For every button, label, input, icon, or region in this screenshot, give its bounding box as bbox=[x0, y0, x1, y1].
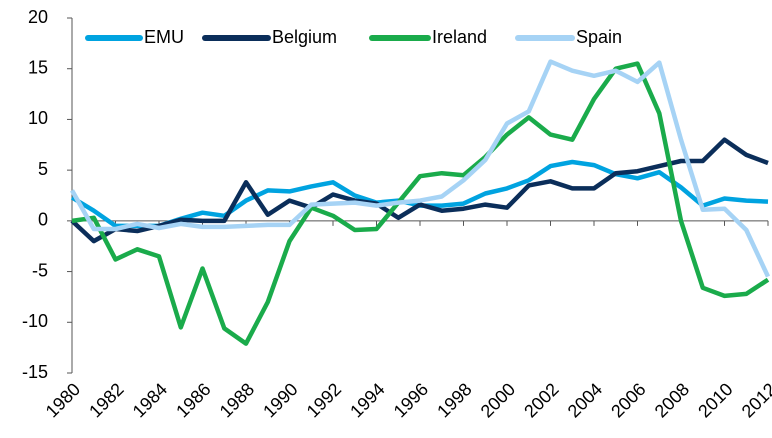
y-tick-label: -10 bbox=[22, 311, 48, 331]
x-tick-label: 1996 bbox=[390, 379, 432, 421]
x-tick-label: 1984 bbox=[129, 379, 171, 421]
legend-label: EMU bbox=[144, 27, 184, 47]
x-tick-label: 1994 bbox=[346, 379, 388, 421]
x-tick-label: 1990 bbox=[259, 379, 301, 421]
legend-label: Belgium bbox=[272, 27, 337, 47]
series-line bbox=[70, 137, 769, 244]
x-tick-label: 2012 bbox=[738, 379, 772, 421]
x-tick-label: 2002 bbox=[520, 379, 562, 421]
series-line bbox=[70, 159, 769, 229]
y-tick-label: 5 bbox=[38, 159, 48, 179]
legend-label: Ireland bbox=[432, 27, 487, 47]
x-tick-label: 1988 bbox=[216, 379, 258, 421]
x-tick-label: 1982 bbox=[85, 379, 127, 421]
y-tick-label: -15 bbox=[22, 362, 48, 382]
y-tick-label: 0 bbox=[38, 210, 48, 230]
y-tick-label: 10 bbox=[28, 108, 48, 128]
legend-label: Spain bbox=[576, 27, 622, 47]
x-tick-label: 2006 bbox=[607, 379, 649, 421]
x-tick-label: 2008 bbox=[651, 379, 693, 421]
x-tick-label: 2004 bbox=[564, 379, 606, 421]
series-line bbox=[71, 61, 770, 346]
x-tick-label: 1980 bbox=[42, 379, 84, 421]
x-tick-label: 1986 bbox=[172, 379, 214, 421]
y-tick-label: -5 bbox=[32, 260, 48, 280]
x-tick-label: 2000 bbox=[477, 379, 519, 421]
x-tick-label: 2010 bbox=[694, 379, 736, 421]
y-tick-label: 15 bbox=[28, 57, 48, 77]
x-tick-label: 1998 bbox=[433, 379, 475, 421]
series-line bbox=[70, 59, 771, 278]
x-tick-label: 1992 bbox=[303, 379, 345, 421]
y-tick-label: 20 bbox=[28, 7, 48, 27]
